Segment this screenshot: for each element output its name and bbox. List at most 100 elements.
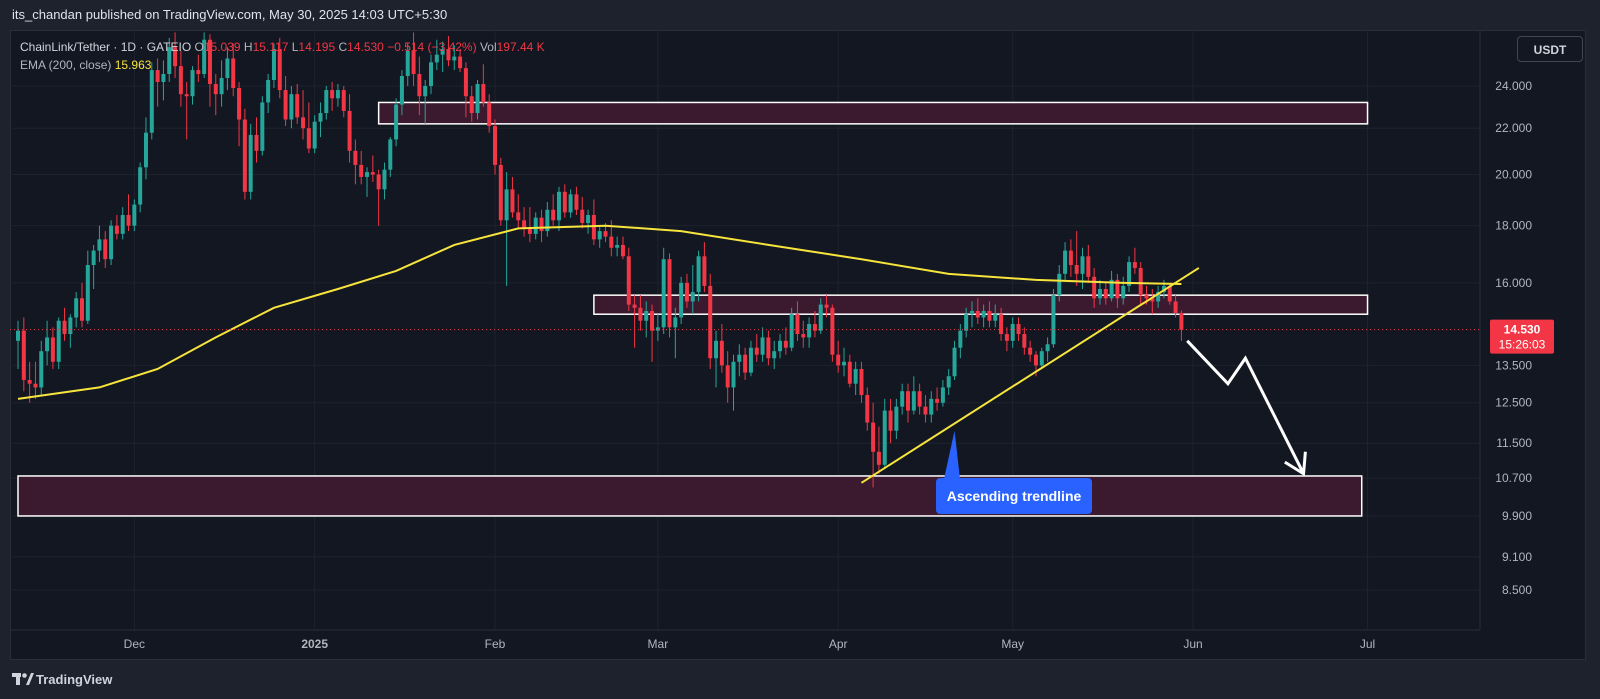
candle-body [626,256,631,305]
candle-body [719,340,724,366]
y-tick-label: 9.100 [1502,550,1532,564]
candle-body [975,310,980,318]
zone-resistance-upper [377,101,1369,125]
candle-body [231,58,236,89]
candle-body [114,225,119,234]
candle-body [1138,267,1143,296]
candle-body [580,209,585,223]
candle-body [399,75,404,105]
candle-body [405,50,410,76]
candle-body [463,68,468,97]
candle-body [335,90,340,99]
candle-body [1057,273,1062,296]
candle-body [551,209,556,221]
candle-body [219,77,224,95]
candle-body [929,398,934,415]
candle-body [301,117,306,129]
candle-body [155,70,160,82]
candle-body [33,383,38,388]
candle-body [824,304,829,308]
candle-body [818,304,823,331]
candle-body [365,172,370,177]
legend-line-1: ChainLink/Tether · 1D · GATEIO O15.039 H… [20,38,545,56]
legend-line-2: EMA (200, close) 15.963 [20,56,545,74]
candle-body [289,94,294,120]
candle-body [1028,347,1033,355]
candle-body [173,47,178,67]
candle-body [126,215,131,226]
callout-pointer [944,430,960,479]
candle-body [161,74,166,82]
candle-body [1144,295,1149,299]
candle-body [475,83,480,114]
candle-body [714,340,719,359]
candle-body [789,314,794,348]
candle-body [394,104,399,140]
candle-body [644,310,649,321]
candle-body [376,174,381,190]
candle-body [586,215,591,223]
candle-body [184,94,189,97]
candle-body [754,347,759,355]
candle-body [603,231,608,237]
candlestick-chart[interactable]: Ascending trendline 24.000 22.000 20.000 18… [10,30,1586,660]
candle-body [16,330,20,341]
candle-body [85,265,90,321]
candle-body [638,307,643,321]
candle-body [830,307,835,355]
candle-body [667,259,672,328]
price-tag-countdown: 15:26:03 [1499,338,1546,352]
candle-body [696,256,701,293]
candle-body [795,314,800,335]
candle-body [708,285,713,359]
candle-body [888,410,893,431]
y-tick-label: 24.000 [1495,79,1532,93]
candle-body [807,324,812,338]
candle-body [900,391,905,407]
callout-box [936,478,1092,514]
candle-body [103,239,108,260]
legend-vol: 197.44 K [496,40,545,54]
candle-body [743,354,748,373]
candle-body [202,39,207,75]
candle-body [766,337,771,359]
candle-body [242,119,247,192]
candle-body [778,340,783,352]
candle-body [1039,351,1044,366]
candle-body [1051,295,1056,345]
legend-ema-label: EMA (200, close) [20,58,112,72]
candle-body [969,310,974,315]
candle-body [882,410,887,465]
legend-high: 15.117 [252,40,289,54]
chart-legend: ChainLink/Tether · 1D · GATEIO O15.039 H… [20,38,545,74]
candle-body [1103,288,1108,299]
chart-frame [10,30,1586,660]
candle-body [347,110,352,151]
candle-body [522,220,527,229]
candle-body [411,50,416,75]
candle-body [650,310,655,331]
candle-body [853,368,858,384]
candle-body [97,239,102,251]
legend-high-label: H [243,40,253,54]
candle-body [987,310,992,321]
candle-body [109,225,114,260]
candle-body [382,169,387,190]
candle-body [545,209,550,232]
candle-body [847,361,852,384]
candle-body [417,74,422,97]
legend-low-label: L [291,40,299,54]
x-tick-label: Mar [648,637,669,651]
candle-body [760,337,765,355]
legend-symbol: ChainLink/Tether · 1D · GATEIO [20,40,192,54]
candle-body [772,351,777,359]
candle-body [673,317,678,328]
candle-body [225,58,230,78]
legend-ema-value: 15.963 [114,58,152,72]
candle-body [597,231,602,240]
candle-body [1121,285,1126,299]
currency-button[interactable]: USDT [1517,36,1583,62]
candle-body [388,139,393,170]
candle-body [295,94,300,118]
candle-body [446,49,451,61]
